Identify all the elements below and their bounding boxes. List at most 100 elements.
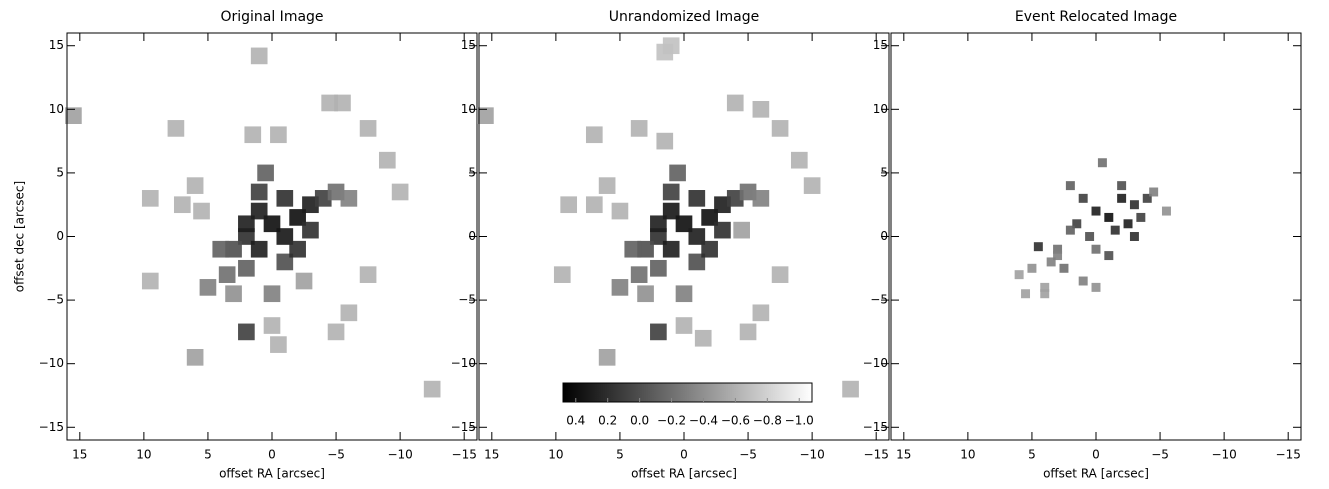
pixel <box>662 240 680 258</box>
x-tick-label: −10 <box>387 448 412 462</box>
x-tick-label: −10 <box>799 448 824 462</box>
pixel <box>714 196 731 214</box>
pixel <box>1104 212 1114 222</box>
y-tick-label: −5 <box>870 293 888 307</box>
pixel <box>1027 263 1037 273</box>
x-tick-label: −5 <box>739 448 757 462</box>
y-tick-label: 5 <box>56 165 64 179</box>
x-tick-label: 15 <box>484 448 499 462</box>
colorbar <box>562 382 813 403</box>
pixel <box>263 285 281 303</box>
y-tick-label: 10 <box>873 102 888 116</box>
pixel <box>238 215 255 233</box>
x-tick-label: −5 <box>1151 448 1169 462</box>
pixel <box>250 240 268 258</box>
pixel <box>803 177 821 194</box>
pixel <box>391 183 409 201</box>
y-tick-label: −15 <box>451 420 476 434</box>
pixel <box>1014 270 1024 280</box>
pixel <box>327 323 345 341</box>
pixel <box>637 240 654 258</box>
pixel <box>662 37 680 55</box>
pixel <box>1129 232 1139 241</box>
chart-title: Original Image <box>220 9 323 25</box>
pixel <box>1040 289 1050 299</box>
pixel <box>186 177 204 194</box>
pixel <box>611 202 629 220</box>
pixel <box>1091 206 1101 216</box>
pixel <box>688 190 706 207</box>
pixel <box>238 259 255 277</box>
pixel <box>739 323 757 341</box>
pixel <box>276 253 294 271</box>
pixel <box>225 240 242 258</box>
chart-title: Unrandomized Image <box>609 9 759 25</box>
plot-frame <box>478 32 890 441</box>
y-tick-label: −10 <box>863 356 888 370</box>
pixel <box>321 94 338 112</box>
pixel <box>477 107 494 124</box>
pixel <box>1078 276 1088 286</box>
pixel <box>842 380 859 398</box>
y-tick-label: 15 <box>873 38 888 52</box>
colorbar-tick-label: −0.8 <box>753 414 782 428</box>
plot-frame <box>890 32 1302 441</box>
pixel <box>1065 181 1075 191</box>
pixel <box>199 279 217 296</box>
pixel <box>675 215 693 233</box>
pixel <box>1053 251 1063 261</box>
pixel <box>771 120 789 137</box>
y-tick-label: 0 <box>468 229 476 243</box>
x-tick-label: 5 <box>204 448 212 462</box>
pixel <box>225 285 242 303</box>
pixel <box>790 151 808 169</box>
pixel <box>276 190 294 207</box>
pixel <box>675 285 693 303</box>
pixel <box>1091 244 1101 254</box>
pixel <box>733 221 750 239</box>
pixel <box>1097 158 1107 168</box>
plot-frame <box>66 32 478 441</box>
pixel <box>675 317 693 334</box>
pixel <box>423 380 441 398</box>
pixel <box>701 209 718 226</box>
pixel <box>270 336 287 353</box>
pixel <box>688 253 706 271</box>
pixel <box>238 228 255 245</box>
pixel <box>611 279 629 296</box>
pixel <box>295 272 313 290</box>
pixel <box>186 349 204 366</box>
pixel <box>167 120 185 137</box>
y-tick-label: −15 <box>39 420 64 434</box>
pixel <box>669 164 686 182</box>
colorbar-tick-label: 0.4 <box>566 414 585 428</box>
pixel <box>1117 181 1127 191</box>
colorbar-tick-label: −0.4 <box>689 414 718 428</box>
y-tick-label: 5 <box>468 165 476 179</box>
pixel <box>752 304 770 322</box>
pixel <box>302 221 319 239</box>
pixel <box>340 190 358 207</box>
pixel <box>218 266 236 283</box>
pixel <box>141 190 159 207</box>
pixel <box>1065 225 1075 235</box>
pixel <box>334 94 351 112</box>
pixel <box>662 202 680 220</box>
pixel <box>359 120 377 137</box>
pixel <box>1117 193 1127 203</box>
x-tick-label: 0 <box>680 448 688 462</box>
pixel <box>1033 242 1043 252</box>
pixel <box>752 100 770 118</box>
pixel <box>238 323 255 341</box>
pixel <box>359 266 377 283</box>
pixel <box>250 202 268 220</box>
y-tick-label: −5 <box>46 293 64 307</box>
pixel <box>598 349 616 366</box>
pixel <box>263 215 281 233</box>
pixel <box>1078 193 1088 203</box>
y-tick-label: 0 <box>880 229 888 243</box>
pixel <box>1129 200 1139 210</box>
pixel <box>378 151 396 169</box>
y-tick-label: −10 <box>451 356 476 370</box>
